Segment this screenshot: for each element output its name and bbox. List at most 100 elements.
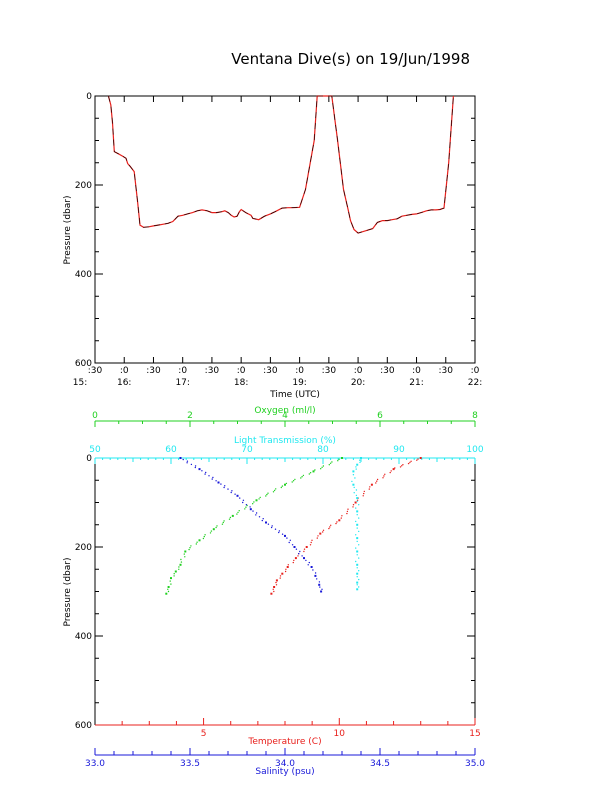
x-tick-label-hour: 22:	[468, 378, 482, 388]
light-tick-label: 60	[165, 445, 177, 455]
oxygen-point	[231, 514, 234, 517]
oxygen-trace-dot	[300, 477, 302, 479]
oxygen-trace-dot	[285, 482, 288, 485]
temperature-point	[319, 532, 322, 535]
oxygen-trace-dot	[337, 460, 339, 462]
salinity-trace-dot	[186, 460, 189, 462]
temperature-trace-dot	[284, 570, 287, 573]
oxygen-trace-dot	[238, 510, 240, 512]
salinity-trace-dot	[261, 519, 263, 522]
temperature-trace-dot	[347, 508, 349, 510]
x-tick-label-minutes: :30	[205, 366, 220, 376]
oxygen-trace-dot	[178, 566, 180, 568]
temperature-trace-dot	[317, 535, 319, 537]
salinity-trace-dot	[255, 512, 258, 514]
oxygen-trace-dot	[308, 473, 310, 475]
light-tick-label: 100	[466, 445, 483, 455]
oxygen-tick-label: 6	[377, 411, 383, 421]
oxygen-trace-dot	[292, 480, 295, 482]
salinity-trace-dot	[258, 516, 261, 518]
temperature-trace-dot	[417, 458, 419, 460]
plot-frame	[94, 95, 476, 364]
temperature-trace-dot	[363, 492, 365, 495]
salinity-trace-dot	[319, 586, 321, 588]
x-tick-label-minutes: :0	[471, 366, 480, 376]
oxygen-trace-dot	[244, 508, 246, 510]
y-tick-label: 0	[86, 454, 92, 464]
light_transmission-trace-dot	[358, 544, 360, 546]
oxygen-point	[341, 457, 343, 459]
salinity-trace-dot	[249, 506, 251, 508]
x-tick-label-minutes: :30	[322, 366, 337, 376]
temperature-point	[370, 483, 373, 486]
salinity-trace-dot	[245, 504, 248, 506]
temperature-trace-dot	[352, 506, 354, 508]
oxygen-trace-dot	[228, 518, 231, 520]
light-tick-label: 70	[241, 445, 253, 455]
temperature-trace-dot	[346, 512, 348, 515]
oxygen-axis-title: Oxygen (ml/l)	[254, 406, 315, 416]
y-axis-title: Pressure (dbar)	[63, 196, 73, 265]
temperature-trace-dot	[410, 460, 412, 462]
temperature-trace-dot	[376, 478, 379, 481]
temperature-trace-dot	[416, 459, 418, 461]
salinity-trace-dot	[255, 514, 257, 516]
temperature-trace-dot	[272, 588, 274, 590]
x-tick-label-hour: 21:	[409, 378, 423, 388]
light_transmission-trace-dot	[355, 547, 357, 549]
temperature-trace-dot	[409, 461, 411, 464]
temperature-tick-label: 15	[469, 729, 480, 739]
y-axis-title: Pressure (dbar)	[63, 558, 73, 627]
oxygen-point	[198, 539, 201, 542]
oxygen-trace-dot	[272, 491, 275, 493]
salinity-tick-label: 33.5	[180, 759, 200, 769]
light_transmission-point	[352, 470, 355, 473]
light_transmission-trace-dot	[356, 527, 358, 529]
temperature-trace-dot	[273, 590, 275, 593]
x-axis-title: Time (UTC)	[269, 390, 320, 400]
oxygen-trace-dot	[195, 543, 197, 545]
oxygen-point	[165, 592, 168, 595]
x-tick-label-minutes: :30	[439, 366, 454, 376]
salinity-trace-dot	[318, 581, 321, 583]
oxygen-trace-dot	[301, 476, 303, 478]
salinity-point	[310, 566, 313, 568]
light_transmission-point	[352, 483, 355, 486]
salinity-point	[198, 468, 201, 471]
light-tick-label: 80	[317, 445, 329, 455]
temperature-trace-dot	[322, 529, 325, 531]
salinity-trace-dot	[321, 588, 323, 590]
temperature-point	[273, 586, 276, 588]
y-tick-label: 200	[75, 543, 92, 553]
oxygen-trace-dot	[180, 558, 182, 561]
light_transmission-trace-dot	[355, 466, 357, 468]
oxygen-point	[184, 550, 187, 553]
salinity-trace-dot	[211, 478, 213, 480]
oxygen-trace-dot	[188, 548, 190, 551]
oxygen-trace-dot	[267, 492, 269, 494]
light_transmission-trace-dot	[356, 576, 358, 578]
salinity-trace-dot	[312, 569, 314, 571]
temperature-point	[286, 566, 289, 568]
page-title: Ventana Dive(s) on 19/Jun/1998	[231, 50, 470, 68]
salinity-trace-dot	[278, 531, 280, 534]
temperature-trace-dot	[303, 550, 305, 553]
temperature-point	[419, 457, 422, 459]
temperature-trace-dot	[322, 531, 324, 533]
x-tick-label-minutes: :0	[120, 366, 129, 376]
oxygen-trace-dot	[266, 493, 268, 496]
salinity-trace-dot	[262, 518, 264, 520]
temperature-tick-label: 5	[201, 729, 207, 739]
light_transmission-point	[356, 537, 359, 540]
salinity-trace-dot	[295, 548, 298, 550]
oxygen-trace-dot	[223, 520, 225, 522]
oxygen-point	[312, 470, 315, 473]
temperature-point	[294, 557, 297, 560]
temperature-trace-dot	[329, 526, 331, 528]
oxygen-trace-dot	[216, 525, 218, 527]
oxygen-trace-dot	[236, 513, 238, 515]
temperature-trace-dot	[346, 510, 349, 513]
temperature-trace-dot	[279, 575, 282, 577]
oxygen-trace-dot	[178, 568, 180, 570]
